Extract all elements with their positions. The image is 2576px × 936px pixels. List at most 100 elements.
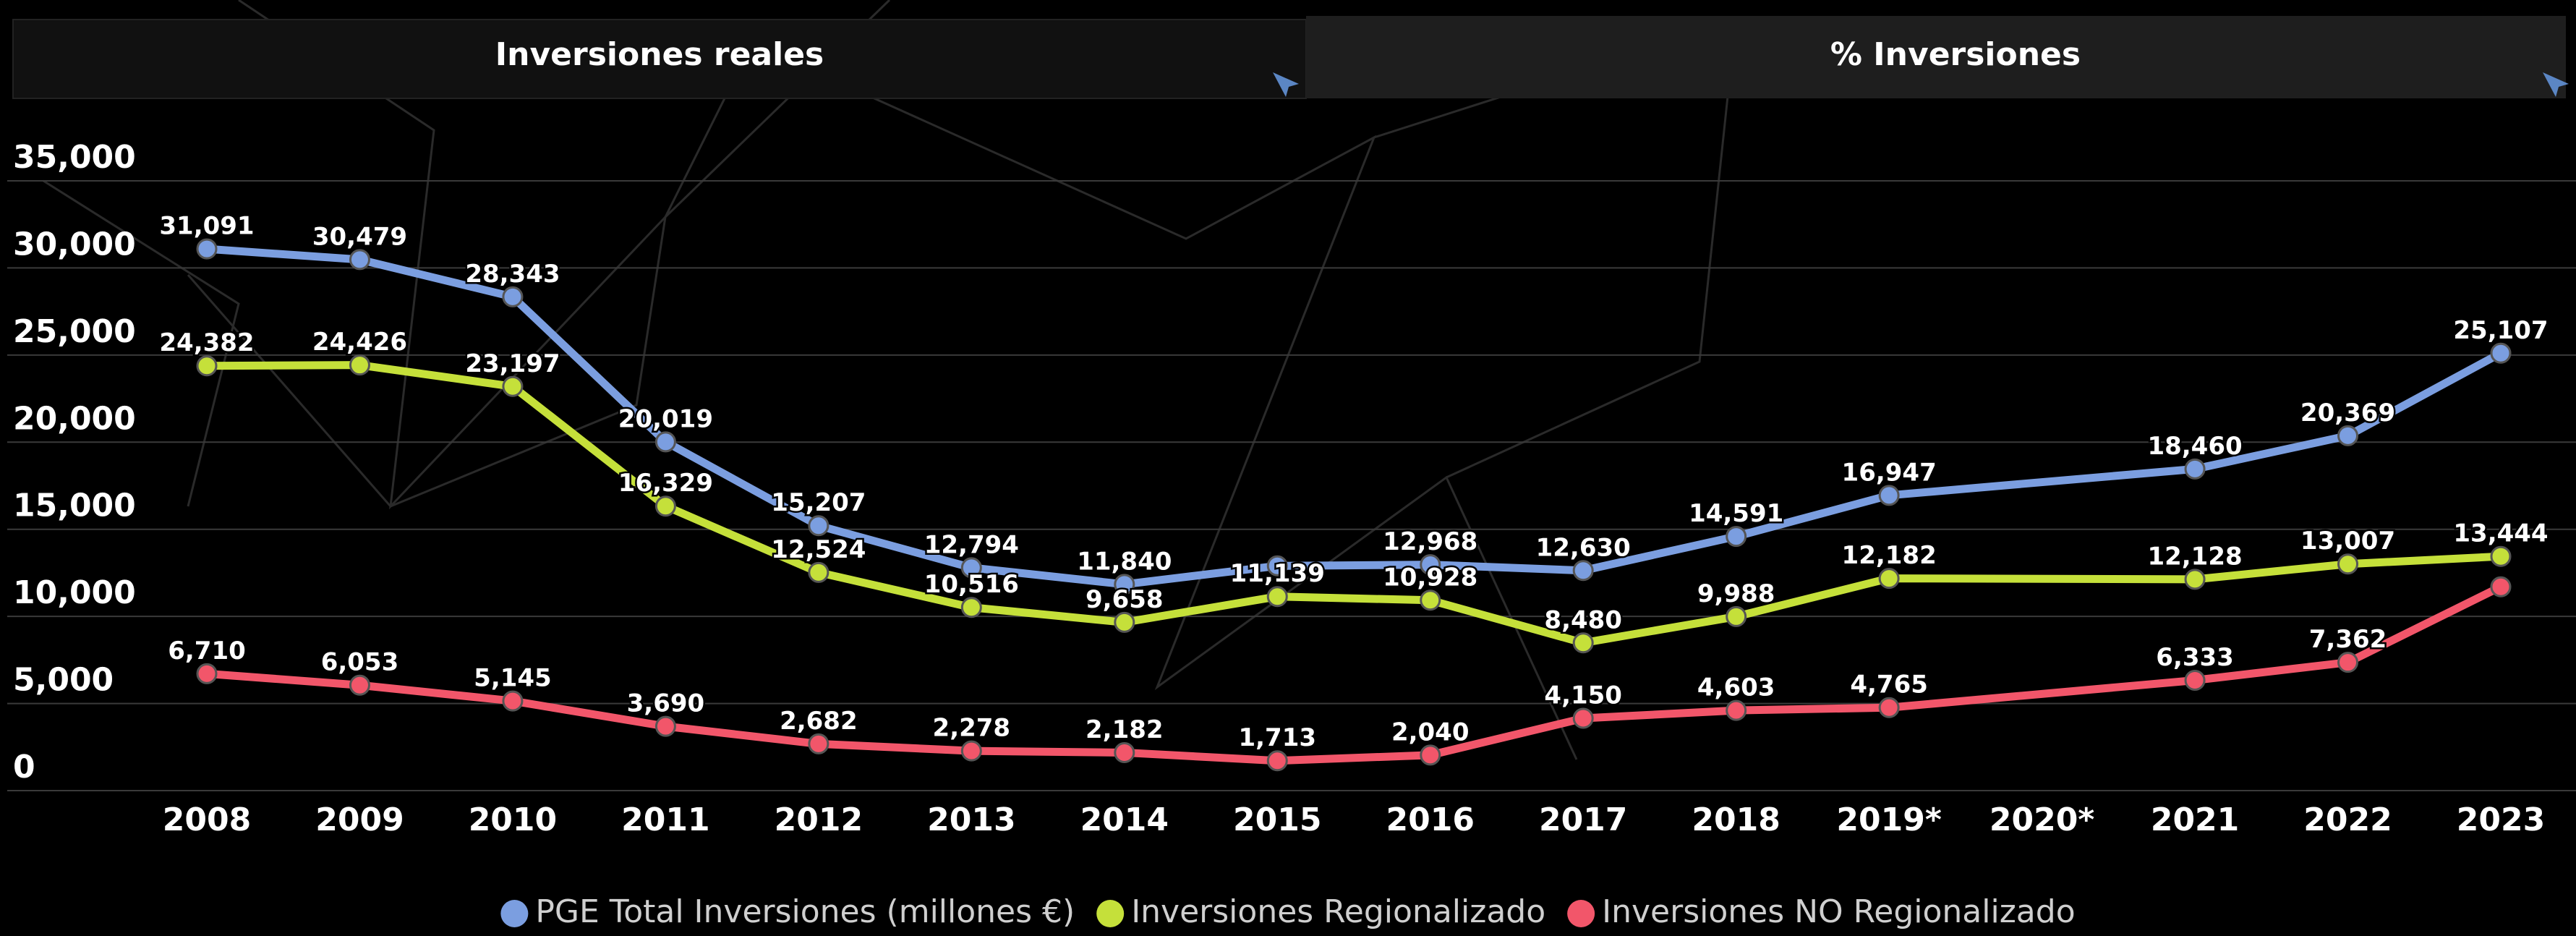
y-tick-label: 0 (13, 749, 35, 786)
legend-label: Inversiones Regionalizado (1131, 893, 1545, 930)
data-point (349, 674, 370, 696)
data-point (1572, 632, 1594, 654)
x-tick-label: 2018 (1692, 801, 1780, 838)
data-label: 4,603 (1697, 673, 1775, 702)
y-tick-label: 10,000 (13, 574, 136, 611)
data-point (960, 557, 982, 579)
tab-label[interactable]: Inversiones reales (495, 36, 824, 73)
data-label: 8,480 (1544, 605, 1622, 634)
data-label: 7,362 (2309, 625, 2387, 654)
x-tick-label: 2009 (315, 801, 404, 838)
x-tick-label: 2010 (469, 801, 557, 838)
data-label: 18,460 (2147, 432, 2242, 461)
x-tick-label: 2012 (775, 801, 863, 838)
data-label: 1,713 (1238, 723, 1316, 752)
tab-label[interactable]: % Inversiones (1830, 36, 2081, 73)
data-label: 20,019 (618, 404, 713, 433)
legend-marker (1567, 900, 1595, 927)
data-point (502, 690, 524, 712)
data-label: 23,197 (465, 349, 560, 378)
data-point (502, 375, 524, 397)
data-point (808, 515, 829, 537)
data-point (2337, 425, 2359, 446)
y-tick-label: 30,000 (13, 226, 136, 263)
data-point (1266, 555, 1288, 577)
tab[interactable] (12, 19, 1307, 99)
data-label: 10,516 (924, 570, 1019, 599)
data-point (654, 431, 676, 453)
x-tick-label: 2021 (2151, 801, 2239, 838)
data-point (1114, 611, 1135, 633)
data-point (1726, 699, 1747, 721)
data-label: 25,107 (2453, 316, 2548, 345)
data-point (960, 597, 982, 618)
x-tick-label: 2023 (2457, 801, 2545, 838)
data-point (1420, 744, 1441, 766)
data-point (2490, 576, 2512, 597)
data-label: 24,426 (312, 328, 407, 357)
data-point (1878, 697, 1900, 718)
data-point (808, 561, 829, 583)
x-tick-label: 2013 (927, 801, 1015, 838)
data-point (2337, 652, 2359, 673)
data-label: 6,710 (168, 637, 246, 665)
x-tick-label: 2015 (1233, 801, 1321, 838)
data-label: 12,524 (771, 535, 866, 564)
data-point (1572, 707, 1594, 729)
data-label: 2,182 (1086, 715, 1164, 744)
cursor-icon (1273, 72, 1299, 97)
y-tick-label: 20,000 (13, 400, 136, 437)
data-point (1114, 741, 1135, 763)
data-point (1266, 750, 1288, 772)
data-point (2184, 569, 2206, 590)
data-point (2490, 545, 2512, 567)
data-label: 6,333 (2156, 643, 2234, 672)
legend: PGE Total Inversiones (millones €) Invers… (500, 893, 2076, 930)
data-point (1726, 605, 1747, 627)
data-label: 11,840 (1077, 547, 1172, 576)
data-point (808, 733, 829, 754)
data-label: 24,382 (159, 328, 254, 357)
y-tick-label: 25,000 (13, 313, 136, 350)
data-label: 3,690 (627, 689, 705, 718)
legend-marker (1096, 900, 1125, 927)
data-label: 16,947 (1842, 458, 1937, 487)
data-label: 12,968 (1383, 527, 1477, 556)
data-point (960, 740, 982, 762)
data-label: 4,150 (1544, 681, 1622, 710)
data-point (654, 495, 676, 517)
data-point (2184, 669, 2206, 691)
data-point (1572, 560, 1594, 582)
data-label: 9,658 (1086, 585, 1164, 614)
legend-marker (500, 900, 529, 927)
legend-label: Inversiones NO Regionalizado (1602, 893, 2075, 930)
data-point (196, 238, 218, 260)
legend-label: PGE Total Inversiones (millones €) (535, 893, 1075, 930)
data-label: 12,794 (924, 530, 1019, 559)
x-tick-label: 2022 (2303, 801, 2392, 838)
data-point (1420, 554, 1441, 576)
y-tick-label: 5,000 (13, 662, 114, 699)
data-point (349, 249, 370, 271)
data-point (196, 355, 218, 377)
x-tick-label: 2020* (1989, 801, 2094, 838)
data-point (654, 715, 676, 737)
data-point (349, 354, 370, 376)
data-point (196, 663, 218, 684)
data-point (1114, 574, 1135, 595)
data-label: 11,139 (1230, 559, 1325, 588)
data-point (1266, 586, 1288, 608)
data-point (2184, 458, 2206, 480)
data-label: 2,278 (933, 714, 1011, 743)
data-point (502, 286, 524, 307)
x-tick-label: 2017 (1539, 801, 1627, 838)
tab[interactable] (1306, 16, 2566, 98)
data-label: 4,765 (1850, 671, 1928, 699)
data-label: 28,343 (465, 260, 560, 289)
data-point (1878, 568, 1900, 590)
data-label: 30,479 (312, 222, 407, 251)
data-label: 31,091 (159, 212, 254, 241)
data-label: 5,145 (474, 664, 552, 693)
